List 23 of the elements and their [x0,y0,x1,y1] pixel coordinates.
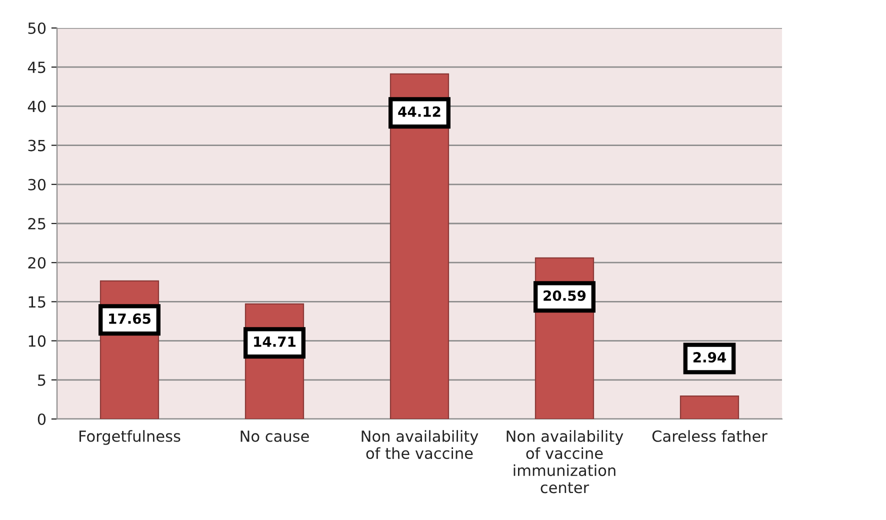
y-tick-label: 15 [28,296,46,308]
bar [680,395,740,419]
y-tick-label: 35 [28,140,46,152]
y-tick-label: 30 [28,178,46,190]
x-tick-label: Careless father [652,430,768,442]
x-tick-label: Forgetfulness [80,430,180,445]
y-tick-label: 10 [28,335,46,347]
bar [390,73,450,419]
y-tick-label: 5 [38,374,46,386]
y-tick-label: 0 [38,413,46,426]
data-label: 20.59 [544,290,586,301]
x-tick-label: Non availability of vaccine immunization center [506,430,624,494]
y-tick-label: 25 [28,218,46,230]
y-tick-label: 40 [28,100,46,112]
data-label: 44.12 [398,106,440,117]
data-label: 2.94 [693,352,726,363]
y-tick-label: 50 [28,22,46,34]
data-label: 14.71 [254,336,296,347]
y-tick-label: 20 [28,257,46,269]
data-label: 17.65 [109,313,150,324]
x-tick-label: Non availability of the vaccine [362,430,478,460]
y-tick-label: 45 [28,62,46,74]
x-tick-label: No cause [240,430,309,442]
